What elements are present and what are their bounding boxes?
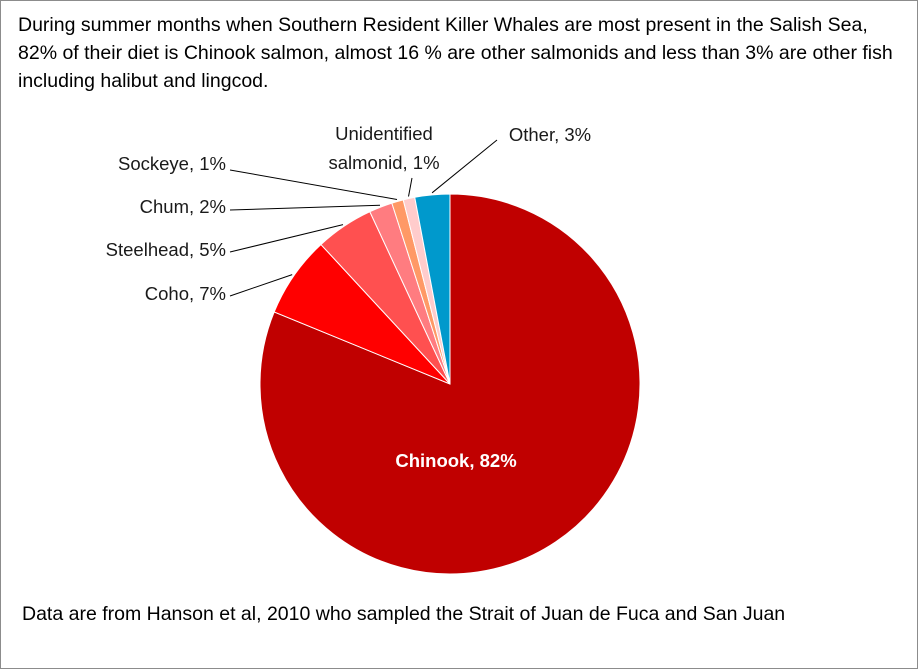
pie-slice-other xyxy=(414,193,451,385)
leader-line-unidentified-salmonid xyxy=(408,177,413,197)
leader-line-chum xyxy=(229,204,381,211)
leader-line-sockeye xyxy=(229,169,398,200)
data-label-chum: Chum, 2% xyxy=(140,196,226,217)
data-label-unidentified-salmonid: Unidentified salmonid, 1% xyxy=(328,123,439,173)
chart-caption-bottom: Data are from Hanson et al, 2010 who sam… xyxy=(22,603,786,625)
leader-line-coho xyxy=(229,274,293,297)
leader-line-steelhead xyxy=(229,224,344,253)
chart-caption-top: During summer months when Southern Resid… xyxy=(18,14,893,92)
data-label-sockeye: Sockeye, 1% xyxy=(118,153,226,174)
data-label-coho: Coho, 7% xyxy=(145,283,226,304)
leader-line-other xyxy=(431,139,498,194)
data-label-chinook: Chinook, 82% xyxy=(395,450,516,471)
data-label-steelhead: Steelhead, 5% xyxy=(106,239,226,260)
data-label-other: Other, 3% xyxy=(509,124,591,145)
